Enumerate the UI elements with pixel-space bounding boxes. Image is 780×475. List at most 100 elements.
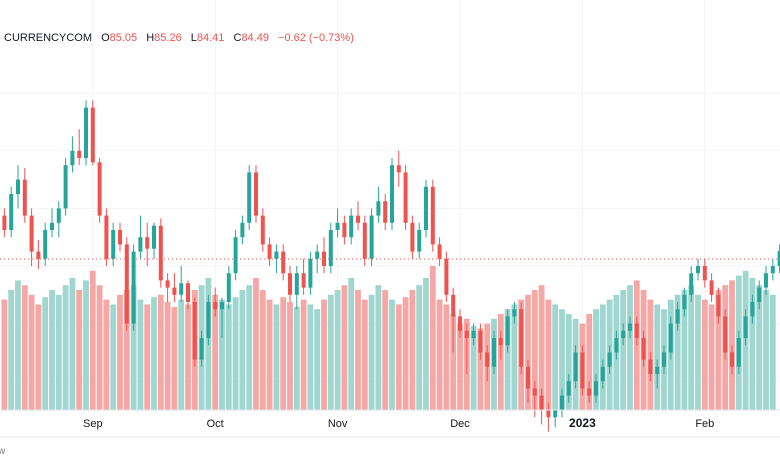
candle[interactable] (111, 222, 116, 266)
candle[interactable] (417, 222, 422, 259)
candle[interactable] (655, 359, 660, 389)
candle[interactable] (621, 323, 626, 346)
candle[interactable] (29, 208, 34, 266)
candle[interactable] (233, 230, 238, 281)
candle[interactable] (90, 100, 95, 166)
candle[interactable] (186, 280, 190, 310)
candle[interactable] (84, 100, 88, 166)
candle[interactable] (226, 266, 231, 310)
candle[interactable] (390, 158, 394, 230)
candle[interactable] (458, 309, 462, 338)
candle[interactable] (682, 287, 687, 317)
candle[interactable] (634, 316, 639, 346)
candle[interactable] (383, 194, 388, 230)
candle[interactable] (716, 287, 721, 324)
candle[interactable] (709, 273, 714, 302)
candle[interactable] (104, 208, 109, 266)
candle[interactable] (750, 294, 755, 324)
candle[interactable] (274, 244, 279, 274)
candle[interactable] (2, 208, 7, 238)
candle[interactable] (124, 237, 129, 331)
candle[interactable] (668, 316, 673, 360)
candle[interactable] (410, 215, 415, 259)
candle[interactable] (519, 302, 524, 374)
candle[interactable] (675, 302, 680, 331)
candle[interactable] (22, 168, 27, 223)
candle[interactable] (424, 179, 428, 238)
candle[interactable] (220, 297, 224, 338)
candle[interactable] (648, 352, 653, 382)
candle[interactable] (594, 374, 598, 403)
candle[interactable] (702, 258, 707, 288)
candle[interactable] (696, 258, 700, 281)
candle[interactable] (179, 266, 184, 302)
candle[interactable] (362, 215, 367, 266)
candle[interactable] (97, 158, 102, 223)
candle[interactable] (322, 237, 326, 274)
candle[interactable] (736, 330, 741, 374)
candle[interactable] (294, 266, 299, 310)
candle[interactable] (206, 294, 211, 346)
candle[interactable] (546, 402, 551, 432)
candle[interactable] (301, 258, 306, 295)
candle[interactable] (478, 323, 483, 360)
candle[interactable] (430, 179, 435, 252)
candle[interactable] (63, 158, 68, 216)
candle[interactable] (403, 165, 408, 230)
symbol-label[interactable]: CURRENCYCOM (4, 32, 92, 44)
candle[interactable] (505, 309, 510, 353)
candle[interactable] (437, 237, 442, 266)
candle[interactable] (315, 244, 320, 274)
candle[interactable] (165, 273, 170, 302)
candle[interactable] (587, 381, 592, 403)
candle[interactable] (349, 208, 354, 245)
candle[interactable] (641, 330, 646, 367)
candle[interactable] (152, 222, 156, 259)
candle[interactable] (328, 222, 333, 274)
candle[interactable] (743, 309, 748, 346)
candle[interactable] (308, 251, 313, 295)
candle[interactable] (512, 302, 517, 324)
candle[interactable] (369, 208, 374, 266)
candle[interactable] (213, 287, 218, 317)
candle[interactable] (267, 237, 272, 266)
candle[interactable] (628, 316, 632, 338)
candle[interactable] (356, 201, 360, 230)
candle[interactable] (662, 345, 666, 374)
candle[interactable] (464, 323, 469, 374)
candle[interactable] (580, 345, 585, 396)
candle[interactable] (492, 330, 496, 374)
candle[interactable] (43, 222, 48, 266)
candle[interactable] (764, 266, 768, 295)
candle[interactable] (145, 222, 150, 266)
candle[interactable] (192, 297, 197, 367)
candle[interactable] (600, 359, 605, 389)
candle[interactable] (240, 215, 245, 245)
candle[interactable] (50, 208, 54, 238)
candle[interactable] (539, 388, 544, 425)
candle[interactable] (288, 266, 292, 302)
candle[interactable] (158, 218, 163, 288)
candle[interactable] (757, 280, 762, 310)
candle[interactable] (118, 222, 122, 252)
candle[interactable] (260, 208, 265, 252)
candle[interactable] (498, 330, 503, 360)
candle[interactable] (254, 165, 258, 223)
candle[interactable] (770, 258, 775, 281)
candle[interactable] (689, 266, 694, 302)
candle[interactable] (607, 345, 612, 374)
candle[interactable] (451, 287, 456, 353)
candles[interactable] (2, 100, 780, 432)
candle[interactable] (56, 201, 61, 238)
candle[interactable] (77, 129, 82, 166)
candle[interactable] (396, 150, 401, 187)
candle[interactable] (573, 345, 578, 389)
candle[interactable] (70, 136, 75, 173)
candle[interactable] (342, 215, 347, 245)
candle[interactable] (199, 330, 204, 367)
candle[interactable] (553, 410, 558, 428)
candle[interactable] (9, 186, 14, 238)
candle[interactable] (247, 165, 252, 230)
